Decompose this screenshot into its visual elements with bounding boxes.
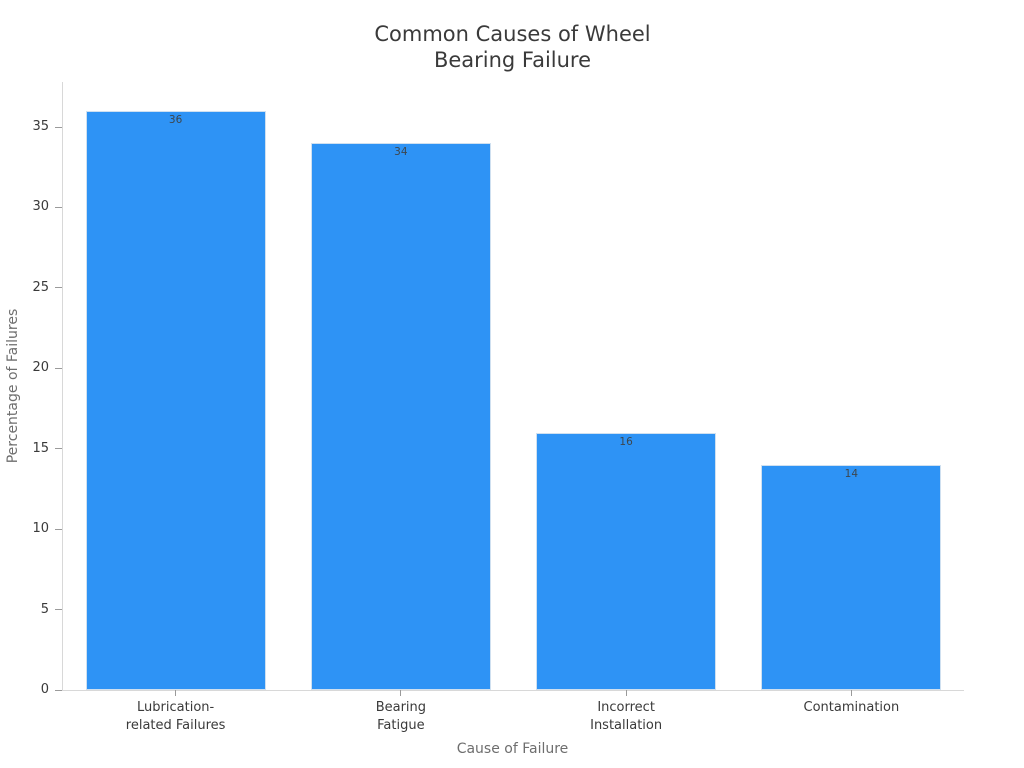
- y-tick-label: 30: [32, 199, 49, 215]
- y-tick-label: 15: [32, 440, 49, 456]
- bar-incorrect-installation: [536, 432, 717, 690]
- x-tick-label: Incorrect Installation: [590, 700, 663, 733]
- x-tick-label: Lubrication- related Failures: [125, 700, 226, 733]
- chart-title: Common Causes of Wheel Bearing Failure: [374, 22, 651, 73]
- y-tick-mark: [55, 287, 62, 289]
- y-tick-label: 25: [32, 279, 49, 295]
- x-tick-mark: [400, 690, 402, 696]
- y-tick-label: 0: [40, 682, 49, 697]
- bar-value-label: 34: [394, 146, 408, 159]
- y-tick-mark: [55, 689, 62, 691]
- y-tick-mark: [55, 609, 62, 611]
- x-axis-label: Cause of Failure: [456, 741, 569, 757]
- bar-value-label: 16: [619, 435, 633, 448]
- y-tick-mark: [55, 126, 62, 128]
- bar-lubrication-related-failures: [85, 110, 266, 690]
- x-tick-mark: [175, 690, 177, 696]
- plot-area: 0 5 10 15 20 25 30 35 36 Lubrication- related Fai…: [32, 82, 964, 733]
- x-tick-mark: [625, 690, 627, 696]
- y-tick-mark: [55, 367, 62, 369]
- x-tick-label: Contamination: [803, 700, 900, 715]
- y-tick-label: 10: [32, 521, 49, 537]
- x-tick-mark: [850, 690, 852, 696]
- y-tick-label: 35: [32, 119, 49, 135]
- y-tick-label: 20: [32, 360, 49, 376]
- y-tick-mark: [55, 448, 62, 450]
- bar-bearing-fatigue: [310, 143, 491, 690]
- y-tick-mark: [55, 206, 62, 208]
- bar-contamination: [761, 464, 942, 690]
- x-tick-label: Bearing Fatigue: [375, 700, 427, 733]
- bar-value-label: 14: [844, 467, 859, 480]
- y-tick-mark: [55, 528, 62, 530]
- bar-value-label: 36: [168, 113, 183, 126]
- y-tick-label: 5: [40, 601, 49, 617]
